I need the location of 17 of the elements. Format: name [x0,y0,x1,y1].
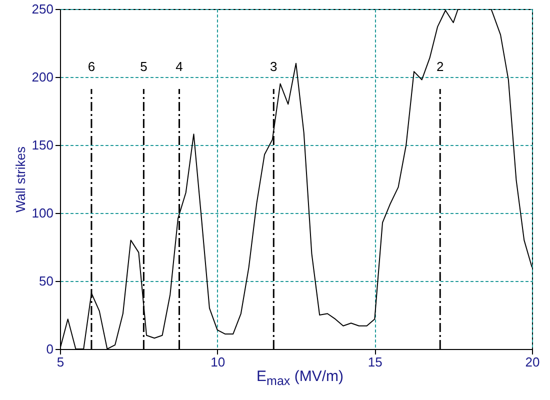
y-tick-label: 200 [32,70,54,84]
y-tick-label: 50 [39,274,54,288]
annotation: 3 [270,59,278,74]
annotation: 5 [140,59,148,74]
y-tick-label: 250 [32,2,54,16]
y-axis-title: Wall strikes [12,146,28,212]
y-tick-label: 150 [32,138,54,152]
y-tick-label: 0 [46,342,54,356]
annotation: 6 [88,59,96,74]
annotation: 4 [176,59,183,74]
annotation: 2 [436,59,444,74]
x-tick-label: 5 [56,354,64,370]
x-tick-label: 15 [368,354,382,370]
x-tick-label: 10 [210,354,226,370]
x-tick-label: 20 [525,354,540,370]
y-tick-label: 100 [32,206,54,220]
x-axis-title: E$_{max}$ (MV/m) [256,368,344,388]
